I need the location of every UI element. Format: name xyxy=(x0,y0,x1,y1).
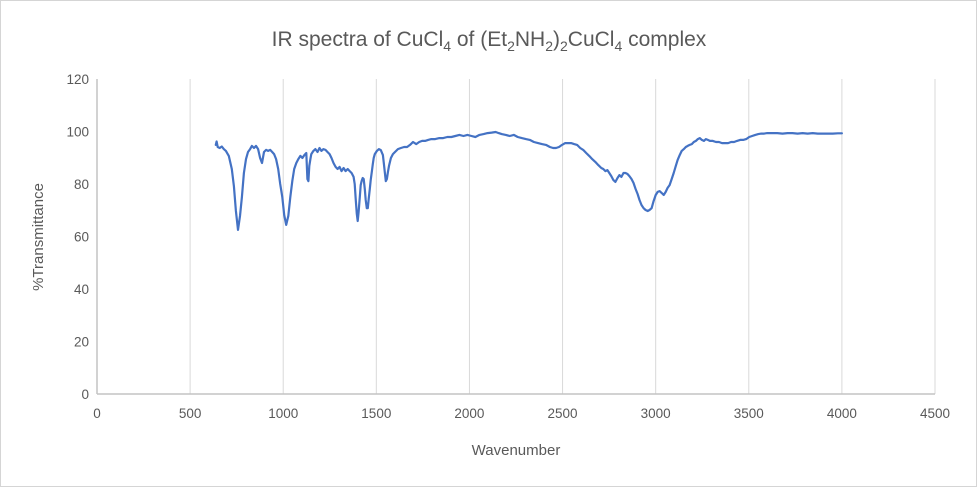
chart-title: IR spectra of CuCl4 of (Et2NH2)2CuCl4 co… xyxy=(272,28,707,54)
y-axis-tick-labels: 0 20 40 60 80 100 120 xyxy=(66,72,89,402)
svg-text:20: 20 xyxy=(74,335,89,350)
svg-text:0: 0 xyxy=(93,406,101,421)
svg-text:40: 40 xyxy=(74,282,89,297)
svg-text:60: 60 xyxy=(74,230,89,245)
svg-text:4500: 4500 xyxy=(920,406,950,421)
axis-lines xyxy=(96,79,935,395)
svg-text:3000: 3000 xyxy=(641,406,671,421)
svg-text:3500: 3500 xyxy=(734,406,764,421)
svg-text:100: 100 xyxy=(66,125,89,140)
svg-text:500: 500 xyxy=(179,406,202,421)
svg-text:0: 0 xyxy=(81,387,89,402)
svg-text:1500: 1500 xyxy=(361,406,391,421)
x-axis-title: Wavenumber xyxy=(472,442,561,459)
x-axis-tick-labels: 0 500 1000 1500 2000 2500 3000 3500 4000 4500 xyxy=(93,406,950,421)
spectrum-line xyxy=(214,130,844,231)
svg-text:2000: 2000 xyxy=(454,406,484,421)
svg-text:4000: 4000 xyxy=(827,406,857,421)
svg-text:2500: 2500 xyxy=(548,406,578,421)
svg-text:80: 80 xyxy=(74,177,89,192)
y-axis-title: %Transmittance xyxy=(30,183,47,291)
svg-text:120: 120 xyxy=(66,72,89,87)
svg-text:1000: 1000 xyxy=(268,406,298,421)
vertical-gridlines xyxy=(189,79,936,394)
